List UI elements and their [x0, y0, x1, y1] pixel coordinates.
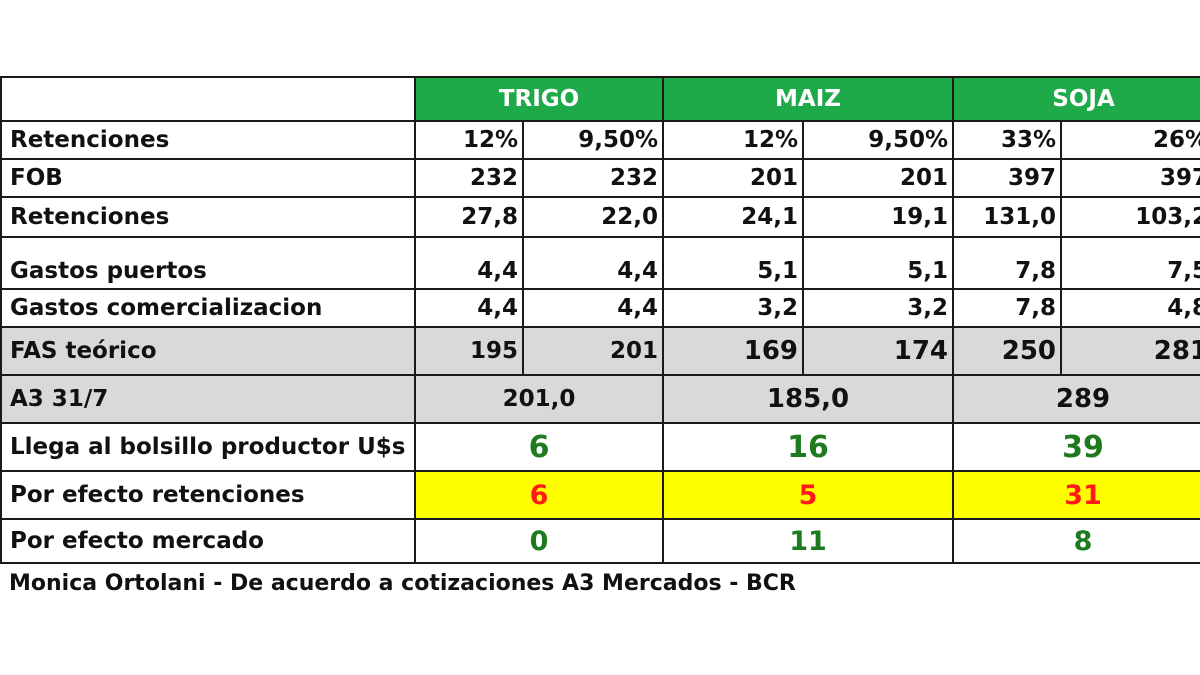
- row-label: FAS teórico: [0, 326, 416, 376]
- cell-value: 397: [952, 158, 1063, 198]
- retenciones-table: TRIGO MAIZ SOJA Retenciones 12% 9,50% 12…: [0, 76, 1200, 603]
- cell-value: 5,1: [662, 236, 805, 290]
- source-note: Monica Ortolani - De acuerdo a cotizacio…: [1, 562, 1200, 603]
- table-row: Gastos puertos 4,4 4,4 5,1 5,1 7,8 7,5: [0, 236, 1200, 290]
- table-row: Retenciones 27,8 22,0 24,1 19,1 131,0 10…: [0, 196, 1200, 238]
- cell-value: 201: [521, 326, 665, 376]
- header-maiz: MAIZ: [662, 76, 955, 122]
- header-row: TRIGO MAIZ SOJA: [0, 76, 1200, 122]
- cell-value: 3,2: [662, 288, 805, 328]
- cell-value: 4,8: [1060, 288, 1200, 328]
- cell-value: 12%: [662, 120, 805, 160]
- cell-value: 3,2: [802, 288, 955, 328]
- cell-value: 289: [952, 374, 1200, 424]
- row-label: FOB: [0, 158, 416, 198]
- cell-value: 201,0: [413, 374, 665, 424]
- footer-row: Monica Ortolani - De acuerdo a cotizacio…: [1, 562, 1200, 603]
- cell-value: 4,4: [521, 288, 665, 328]
- cell-value: 11: [662, 518, 955, 564]
- cell-value: 22,0: [521, 196, 665, 238]
- cell-value: 6: [413, 422, 665, 472]
- cell-value: 0: [413, 518, 665, 564]
- cell-value: 281: [1060, 326, 1200, 376]
- cell-value: 6: [413, 470, 665, 520]
- cell-value: 4,4: [521, 236, 665, 290]
- retenciones-effect-row: Por efecto retenciones 6 5 31: [0, 470, 1200, 520]
- cell-value: 27,8: [414, 196, 524, 238]
- header-empty-cell: [0, 76, 416, 122]
- cell-value: 9,50%: [521, 120, 665, 160]
- row-label: Gastos puertos: [0, 236, 416, 290]
- a3-row: A3 31/7 201,0 185,0 289: [0, 374, 1200, 424]
- row-label: Retenciones: [0, 196, 416, 238]
- cell-value: 31: [952, 470, 1200, 520]
- cell-value: 24,1: [662, 196, 805, 238]
- cell-value: 39: [952, 422, 1200, 472]
- cell-value: 131,0: [952, 196, 1063, 238]
- cell-value: 195: [414, 326, 524, 376]
- cell-value: 250: [952, 326, 1063, 376]
- cell-value: 26%: [1060, 120, 1200, 160]
- row-label: A3 31/7: [0, 374, 416, 424]
- cell-value: 201: [802, 158, 955, 198]
- row-label: Llega al bolsillo productor U$s: [0, 422, 416, 472]
- table-row: FAS teórico 195 201 169 174 250 281: [0, 326, 1200, 376]
- row-label: Por efecto mercado: [0, 518, 416, 564]
- row-label: Retenciones: [0, 120, 416, 160]
- cell-value: 4,4: [414, 288, 524, 328]
- cell-value: 33%: [952, 120, 1063, 160]
- cell-value: 5: [662, 470, 955, 520]
- bolsillo-row: Llega al bolsillo productor U$s 6 16 39: [0, 422, 1200, 472]
- table-row: FOB 232 232 201 201 397 397: [0, 158, 1200, 198]
- header-trigo: TRIGO: [413, 76, 665, 122]
- cell-value: 8: [952, 518, 1200, 564]
- cell-value: 5,1: [802, 236, 955, 290]
- data-table-wrapper: TRIGO MAIZ SOJA Retenciones 12% 9,50% 12…: [0, 76, 1200, 603]
- cell-value: 185,0: [662, 374, 955, 424]
- cell-value: 201: [662, 158, 805, 198]
- cell-value: 12%: [414, 120, 524, 160]
- header-soja: SOJA: [952, 76, 1200, 122]
- cell-value: 9,50%: [802, 120, 955, 160]
- cell-value: 103,2: [1060, 196, 1200, 238]
- cell-value: 174: [802, 326, 955, 376]
- cell-value: 7,5: [1060, 236, 1200, 290]
- table-row: Gastos comercializacion 4,4 4,4 3,2 3,2 …: [0, 288, 1200, 328]
- mercado-effect-row: Por efecto mercado 0 11 8: [0, 518, 1200, 564]
- cell-value: 7,8: [952, 288, 1063, 328]
- cell-value: 19,1: [802, 196, 955, 238]
- table-row: Retenciones 12% 9,50% 12% 9,50% 33% 26%: [0, 120, 1200, 160]
- row-label: Por efecto retenciones: [0, 470, 416, 520]
- cell-value: 4,4: [414, 236, 524, 290]
- row-label: Gastos comercializacion: [0, 288, 416, 328]
- cell-value: 232: [521, 158, 665, 198]
- cell-value: 7,8: [952, 236, 1063, 290]
- cell-value: 16: [662, 422, 955, 472]
- cell-value: 397: [1060, 158, 1200, 198]
- cell-value: 232: [414, 158, 524, 198]
- cell-value: 169: [662, 326, 805, 376]
